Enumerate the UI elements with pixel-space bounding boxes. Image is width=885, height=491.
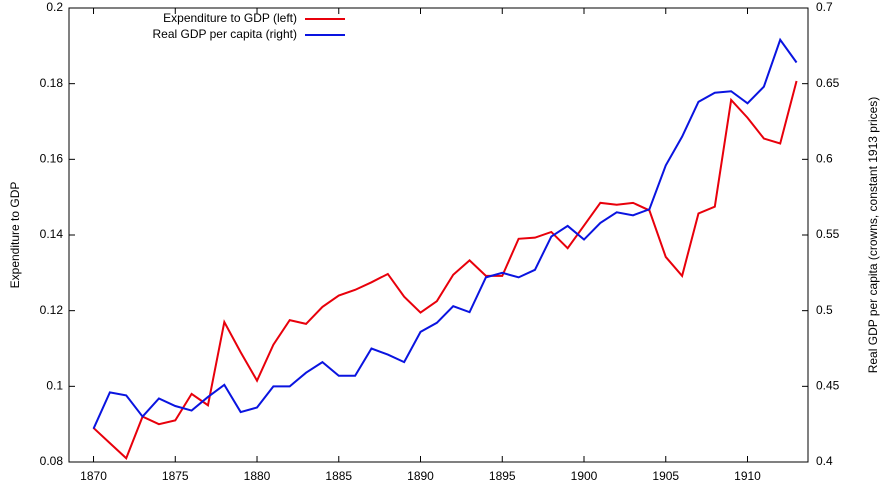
x-tick-label: 1890 [407, 469, 434, 483]
y-tick-label: 0.16 [40, 152, 64, 166]
y-tick-label: 0.12 [40, 303, 64, 317]
y-tick-label: 0.14 [40, 227, 64, 241]
y-axis-label: Expenditure to GDP [8, 182, 22, 289]
y2-tick-label: 0.55 [816, 227, 840, 241]
y-tick-label: 0.2 [46, 0, 63, 14]
x-tick-label: 1905 [652, 469, 679, 483]
x-tick-label: 1895 [489, 469, 516, 483]
series-line [92, 37, 798, 430]
x-tick-label: 1870 [80, 469, 107, 483]
y2-tick-label: 0.5 [816, 303, 833, 317]
y2-tick-label: 0.4 [816, 454, 833, 468]
plot-frame [68, 7, 809, 463]
y-tick-label: 0.08 [40, 454, 64, 468]
y-tick-label: 0.1 [46, 379, 63, 393]
x-tick-label: 1880 [244, 469, 271, 483]
x-tick-label: 1885 [325, 469, 352, 483]
x-tick-label: 1900 [571, 469, 598, 483]
y2-tick-label: 0.45 [816, 379, 840, 393]
x-tick-label: 1875 [162, 469, 189, 483]
legend-label: Real GDP per capita (right) [152, 27, 297, 41]
x-tick-label: 1910 [734, 469, 761, 483]
y2-tick-label: 0.65 [816, 76, 840, 90]
y2-tick-label: 0.7 [816, 0, 833, 14]
y2-tick-label: 0.6 [816, 152, 833, 166]
series-line [92, 80, 798, 460]
y-tick-label: 0.18 [40, 76, 64, 90]
y2-axis-label: Real GDP per capita (crowns, constant 19… [866, 97, 880, 374]
legend-label: Expenditure to GDP (left) [163, 11, 297, 25]
